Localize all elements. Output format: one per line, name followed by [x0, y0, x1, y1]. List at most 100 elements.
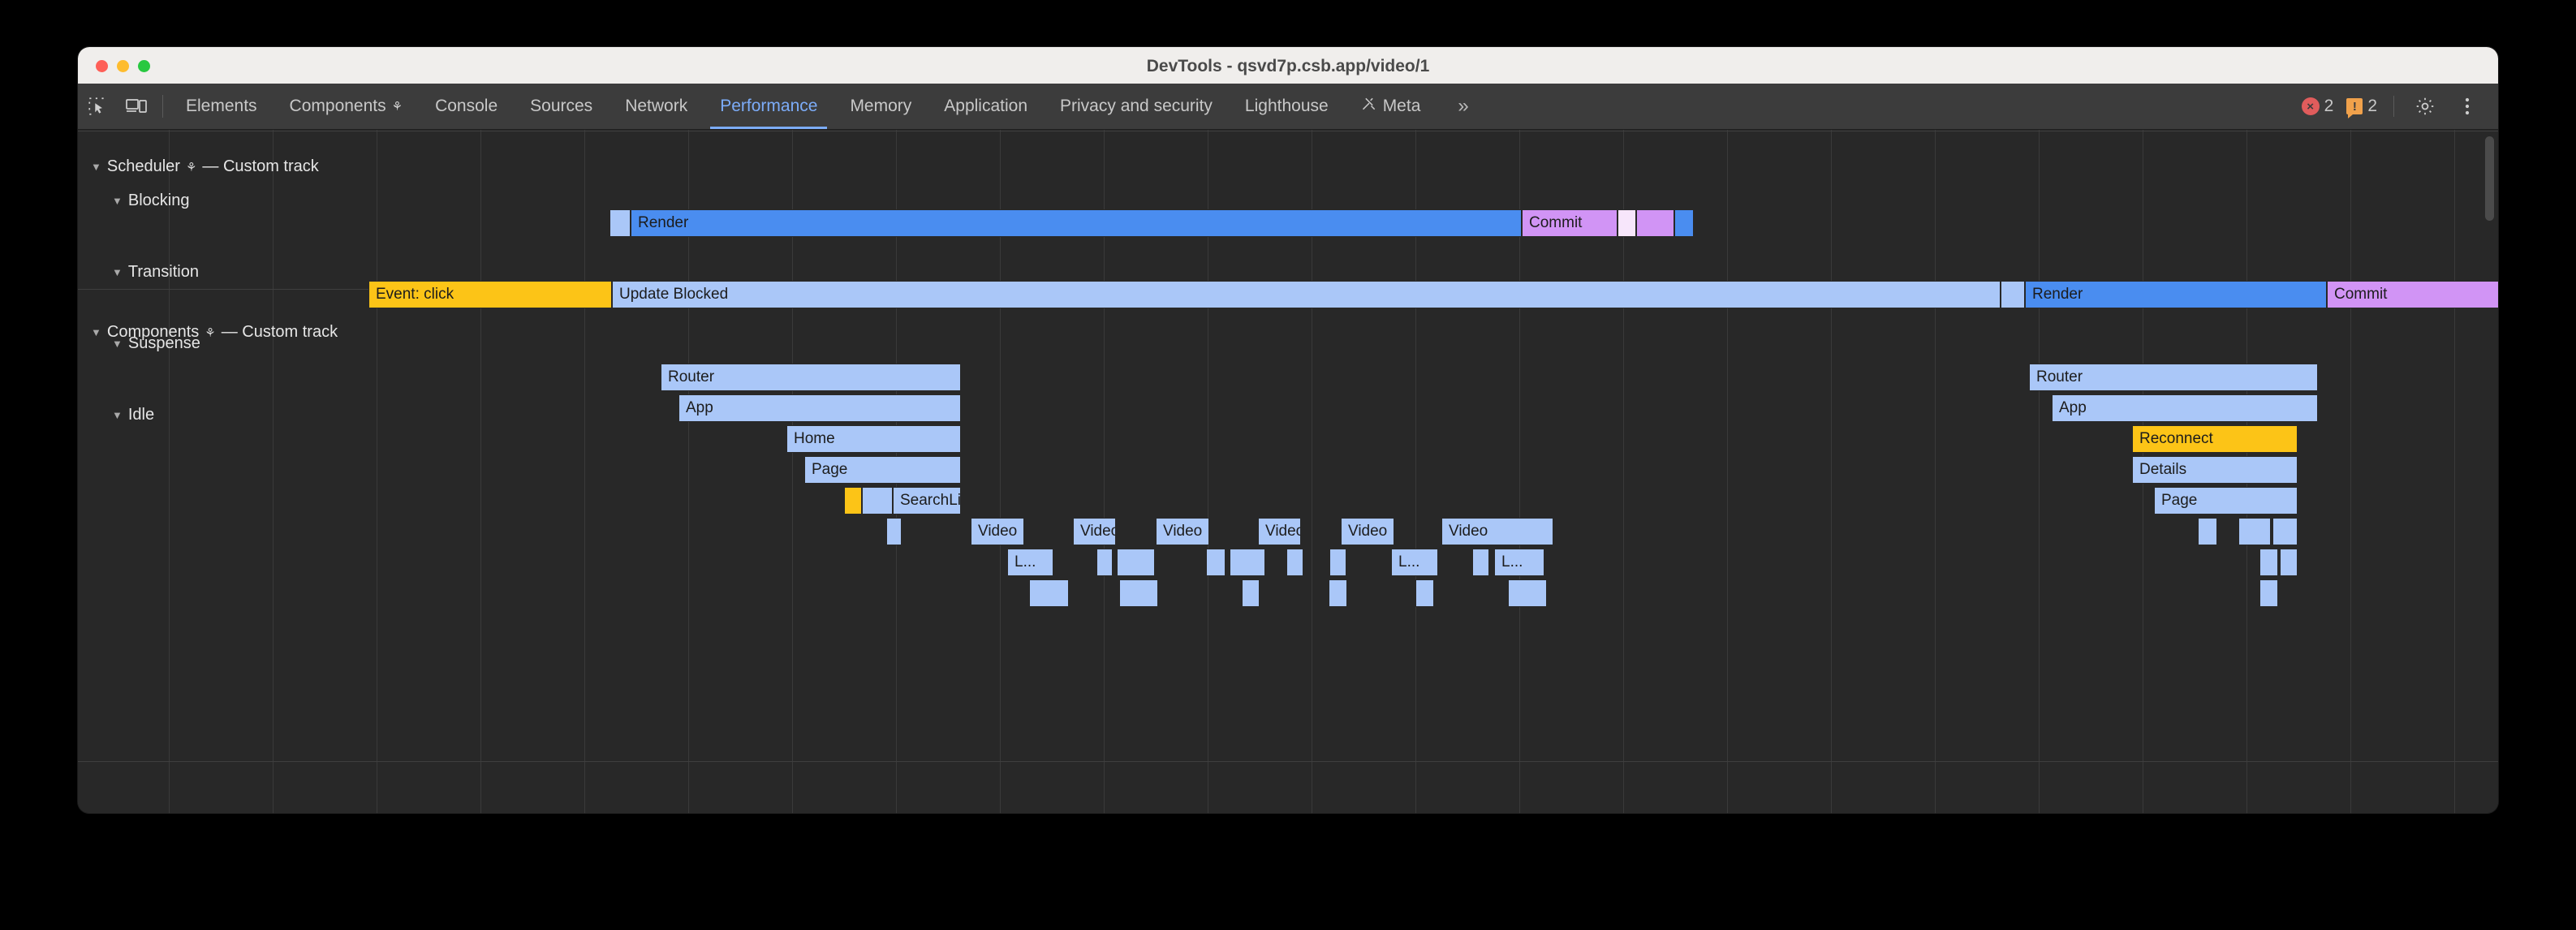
flame-bar[interactable] [1286, 549, 1303, 576]
flame-bar-details[interactable]: Details [2132, 456, 2298, 484]
flame-bar-page[interactable]: Page [804, 456, 961, 484]
tab-label: Console [435, 97, 498, 115]
chevron-down-icon[interactable]: ▼ [112, 338, 123, 350]
flame-bar[interactable] [1674, 209, 1694, 237]
tab-components[interactable]: Components ⚘ [274, 84, 420, 129]
flame-bar-app[interactable]: App [678, 394, 961, 422]
error-icon: × [2301, 97, 2320, 115]
flame-bar-video[interactable]: Video [971, 518, 1024, 545]
track-header-scheduler[interactable]: ▼ Scheduler ⚘ — Custom track [91, 157, 319, 176]
chevron-down-icon[interactable]: ▼ [91, 161, 101, 173]
tab-elements[interactable]: Elements [170, 84, 274, 129]
tab-network[interactable]: Network [609, 84, 704, 129]
gear-icon[interactable] [2406, 96, 2445, 117]
tab-console[interactable]: Console [419, 84, 514, 129]
warning-badge[interactable]: ! 2 [2341, 97, 2382, 118]
flame-bar-label: Page [2161, 492, 2198, 509]
flame-bar[interactable] [1618, 209, 1636, 237]
flame-bar-home[interactable]: Home [786, 425, 961, 453]
flame-bar[interactable] [2272, 518, 2298, 545]
tabs-overflow-button[interactable]: » [1437, 84, 1489, 129]
flame-bar[interactable] [2259, 549, 2278, 576]
tab-privacy-and-security[interactable]: Privacy and security [1044, 84, 1229, 129]
flame-bar[interactable] [1117, 549, 1155, 576]
flame-bar[interactable] [1096, 549, 1113, 576]
gridline [1104, 130, 1105, 813]
tab-label: Network [625, 97, 688, 115]
tab-label: Sources [530, 97, 593, 115]
flame-bar[interactable] [2001, 281, 2025, 308]
chevron-down-icon[interactable]: ▼ [112, 195, 123, 207]
flame-bar-label: Render [638, 214, 689, 231]
kebab-menu-icon[interactable] [2448, 96, 2487, 117]
gridline [2454, 130, 2455, 813]
flame-bar-video[interactable]: Video [1341, 518, 1394, 545]
flame-bar-video[interactable]: Video [1156, 518, 1209, 545]
flame-bar[interactable] [1119, 579, 1158, 607]
flame-bar[interactable] [1415, 579, 1434, 607]
flame-bar[interactable] [1636, 209, 1674, 237]
flame-bar-video[interactable]: Video [1258, 518, 1301, 545]
track-group-suspense[interactable]: ▼ Suspense [112, 334, 200, 353]
flame-bar[interactable] [1206, 549, 1226, 576]
tab-sources[interactable]: Sources [514, 84, 609, 129]
flame-bar[interactable] [2198, 518, 2217, 545]
flame-bar-video[interactable]: Video [1073, 518, 1116, 545]
flame-bar-l[interactable]: L... [1494, 549, 1544, 576]
track-title: Components [106, 323, 200, 341]
flame-bar-l[interactable]: L... [1391, 549, 1438, 576]
flame-bar[interactable] [1508, 579, 1547, 607]
track-group-blocking[interactable]: ▼ Blocking [112, 192, 189, 210]
flame-bar-searchlist[interactable]: SearchList [893, 487, 961, 515]
tab-lighthouse[interactable]: Lighthouse [1229, 84, 1345, 129]
flame-bar[interactable] [610, 209, 631, 237]
flame-bar[interactable] [1242, 579, 1260, 607]
chevron-down-icon[interactable]: ▼ [112, 409, 123, 421]
zoom-window-button[interactable] [138, 60, 150, 72]
tab-meta[interactable]: Meta [1345, 84, 1437, 129]
flame-bar-label: App [686, 399, 713, 416]
flame-bar-event-click[interactable]: Event: click [368, 281, 612, 308]
flame-bar-page[interactable]: Page [2154, 487, 2298, 515]
inspect-element-icon[interactable] [78, 84, 117, 129]
flame-bar[interactable] [1329, 579, 1347, 607]
tab-memory[interactable]: Memory [834, 84, 928, 129]
flame-bar[interactable] [1472, 549, 1489, 576]
flame-bar[interactable] [862, 487, 893, 515]
flame-bar-commit[interactable]: Commit [2327, 281, 2498, 308]
gridline [169, 130, 170, 813]
device-toolbar-icon[interactable] [117, 84, 156, 129]
flame-bar-router[interactable]: Router [2029, 364, 2318, 391]
track-group-idle[interactable]: ▼ Idle [112, 406, 154, 424]
flame-bar-reconnect[interactable]: Reconnect [2132, 425, 2298, 453]
performance-timeline-panel[interactable]: ▼ Scheduler ⚘ — Custom track ▼ Blocking … [78, 130, 2498, 813]
flame-bar-render[interactable]: Render [631, 209, 1522, 237]
flame-bar-label: Commit [1529, 214, 1583, 231]
flame-bar[interactable] [1029, 579, 1069, 607]
gridline [1415, 130, 1416, 813]
track-group-transition[interactable]: ▼ Transition [112, 263, 199, 282]
flame-bar-video[interactable]: Video [1441, 518, 1553, 545]
flame-bar-l[interactable]: L... [1007, 549, 1053, 576]
flame-bar[interactable] [844, 487, 862, 515]
flame-bar[interactable] [2238, 518, 2271, 545]
close-window-button[interactable] [96, 60, 108, 72]
minimize-window-button[interactable] [117, 60, 129, 72]
flame-bar-router[interactable]: Router [661, 364, 961, 391]
error-badge[interactable]: × 2 [2297, 97, 2339, 116]
flame-bar-update-blocked[interactable]: Update Blocked [612, 281, 2001, 308]
flame-bar[interactable] [886, 518, 902, 545]
flame-bar[interactable] [1230, 549, 1265, 576]
flame-bar[interactable] [1329, 549, 1346, 576]
track-header-components[interactable]: ▼ Components ⚘ — Custom track [91, 323, 338, 342]
flame-bar[interactable] [2280, 549, 2298, 576]
flame-bar-app[interactable]: App [2052, 394, 2318, 422]
vertical-scrollbar[interactable] [2485, 136, 2494, 221]
chevron-down-icon[interactable]: ▼ [91, 326, 101, 338]
flame-bar-render[interactable]: Render [2025, 281, 2327, 308]
tab-performance[interactable]: Performance [704, 84, 834, 129]
chevron-down-icon[interactable]: ▼ [112, 266, 123, 278]
flame-bar-commit[interactable]: Commit [1522, 209, 1618, 237]
tab-application[interactable]: Application [928, 84, 1044, 129]
flame-bar[interactable] [2259, 579, 2278, 607]
